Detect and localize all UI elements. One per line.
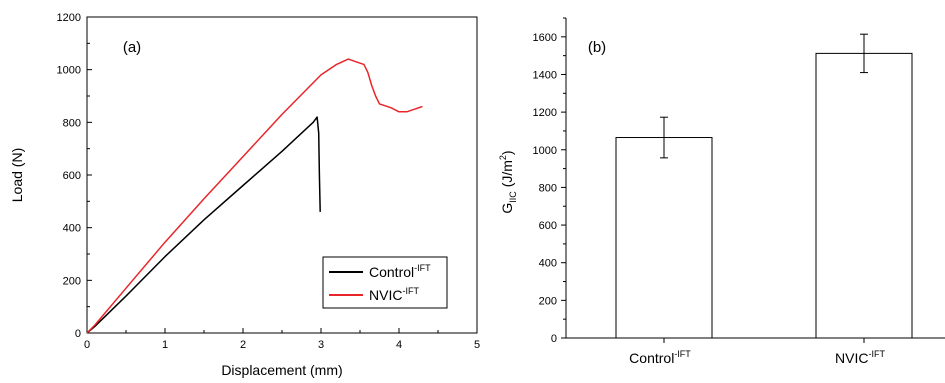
y-tick-label: 600 <box>539 220 557 232</box>
x-tick-label: 3 <box>318 339 324 351</box>
x-tick-label: 4 <box>396 339 402 351</box>
legend-box <box>322 256 448 309</box>
y-tick-label: 1600 <box>533 32 557 44</box>
y-axis-title: Load (N) <box>9 148 25 202</box>
x-category-label-1: NVIC-IFT <box>835 349 885 366</box>
y-tick-label: 1400 <box>533 69 557 81</box>
x-tick-label: 0 <box>84 339 90 351</box>
y-tick-label: 200 <box>63 275 81 287</box>
y-axis-title: GIIC (J/m2) <box>498 150 518 213</box>
x-category-label-0: Control-IFT <box>629 349 691 366</box>
category-superscript: -IFT <box>868 349 885 359</box>
panel-label-b: (b) <box>588 39 606 56</box>
y-axis-subscript: IIC <box>508 191 518 203</box>
y-tick-label: 1000 <box>533 145 557 157</box>
y-tick-label: 0 <box>75 328 81 340</box>
category-superscript: -IFT <box>674 349 691 359</box>
category-name: Control <box>629 350 674 366</box>
y-tick-label: 1200 <box>57 12 81 24</box>
y-tick-label: 1200 <box>533 107 557 119</box>
bar-chart-panel: 02004006008001000120014001600Control-IFT… <box>498 17 945 366</box>
series-line-1 <box>86 58 423 334</box>
y-tick-label: 400 <box>539 258 557 270</box>
y-tick-label: 1000 <box>57 65 81 77</box>
y-tick-label: 600 <box>63 170 81 182</box>
bar-0 <box>615 137 713 339</box>
y-axis-symbol: G <box>499 203 515 214</box>
x-tick-label: 1 <box>162 339 168 351</box>
x-axis-title: Displacement (mm) <box>221 362 342 378</box>
y-tick-label: 800 <box>63 117 81 129</box>
legend-series-superscript: -IFT <box>402 286 419 296</box>
y-axis-unit: (J/m <box>499 160 515 191</box>
series-line-0 <box>86 116 321 334</box>
legend-label-0: Control-IFT <box>369 263 431 280</box>
y-axis-unit-close: ) <box>499 150 515 155</box>
category-name: NVIC <box>835 350 868 366</box>
panel-label-a: (a) <box>123 39 141 56</box>
legend-series-superscript: -IFT <box>414 263 431 273</box>
y-tick-label: 800 <box>539 182 557 194</box>
legend-label-1: NVIC-IFT <box>369 286 419 303</box>
legend-series-name: Control <box>369 264 414 280</box>
legend-series-name: NVIC <box>369 287 402 303</box>
x-tick-label: 5 <box>474 339 480 351</box>
y-tick-label: 400 <box>63 223 81 235</box>
y-tick-label: 200 <box>539 295 557 307</box>
line-chart-panel: 0 1 2 3 4 5 0 200 400 600 800 1000 1200 Displacement … <box>9 12 480 378</box>
y-tick-label: 0 <box>551 333 557 345</box>
y-axis-unit-superscript: 2 <box>498 155 508 160</box>
bar-1 <box>815 52 913 339</box>
x-tick-label: 2 <box>240 339 246 351</box>
